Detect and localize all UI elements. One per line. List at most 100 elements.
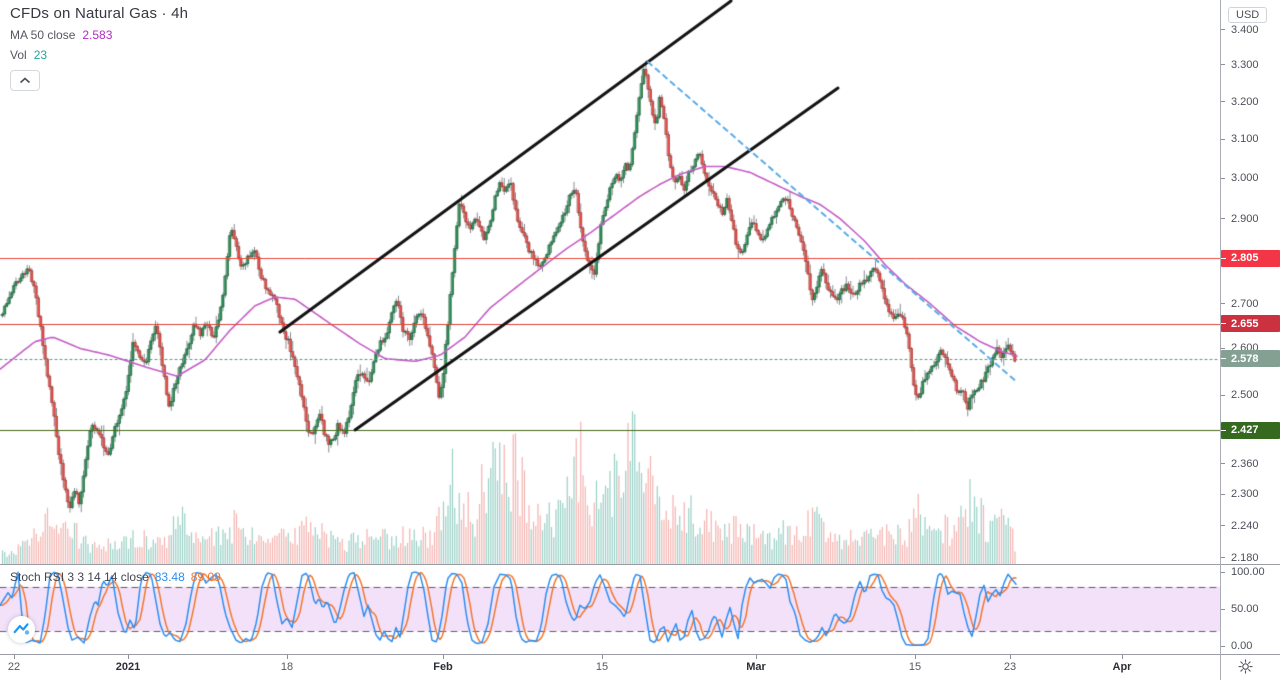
tick-label: 2.900 — [1231, 212, 1259, 225]
price-level-label: 2.427 — [1221, 421, 1280, 439]
price-axis[interactable]: USD 3.400 3.300 3.200 3.100 3.000 2.900 2.700 2… — [1220, 0, 1280, 654]
tick-mark — [1220, 177, 1225, 179]
time-tick-label: 15 — [595, 661, 609, 673]
tick-label: 2.700 — [1231, 297, 1259, 310]
price-tick: 2.900 — [1220, 213, 1280, 225]
tick-mark — [1220, 608, 1225, 610]
time-tick-mark — [128, 655, 129, 659]
time-tick-mark — [1122, 655, 1123, 659]
time-axis-separator — [0, 654, 1280, 655]
price-tick: 2.700 — [1220, 298, 1280, 310]
stoch-rsi-legend[interactable]: Stoch RSI 3 3 14 14 close 83.48 89.09 — [10, 570, 227, 584]
time-tick-mark — [287, 655, 288, 659]
tick-mark — [1220, 303, 1225, 305]
stoch-tick: 50.00 — [1220, 603, 1280, 615]
tick-mark — [1220, 463, 1225, 465]
volume-legend-label: Vol — [10, 48, 27, 62]
chart-legend: CFDs on Natural Gas · 4h MA 50 close 2.58… — [10, 5, 188, 91]
price-tick: 3.000 — [1220, 172, 1280, 184]
collapse-legend-button[interactable] — [10, 70, 40, 91]
price-level-label: 2.578 — [1221, 350, 1280, 368]
time-tick-label: Apr — [1112, 661, 1132, 673]
ma-legend-value: 2.583 — [82, 28, 113, 42]
currency-badge[interactable]: USD — [1228, 7, 1268, 23]
tick-label: 3.300 — [1231, 58, 1259, 71]
price-tick: 3.200 — [1220, 96, 1280, 108]
time-tick-mark — [443, 655, 444, 659]
price-tick: 3.400 — [1220, 24, 1280, 36]
settings-gear-icon[interactable] — [1238, 659, 1254, 675]
time-tick-label: 2021 — [115, 661, 141, 673]
stoch-d-value: 89.09 — [190, 570, 221, 584]
time-axis[interactable]: 22 2021 18 Feb 15 Mar 15 23 Apr — [0, 655, 1220, 680]
tick-mark — [1220, 493, 1225, 495]
tick-mark — [1220, 525, 1225, 527]
tick-mark — [1220, 101, 1225, 103]
price-level-label: 2.805 — [1221, 249, 1280, 267]
tick-label: 2.240 — [1231, 519, 1259, 532]
price-tick: 3.300 — [1220, 59, 1280, 71]
tick-label: 50.00 — [1231, 603, 1259, 615]
time-tick-mark — [756, 655, 757, 659]
time-tick-label: 15 — [908, 661, 922, 673]
time-tick-mark — [1010, 655, 1011, 659]
tick-label: 2.180 — [1231, 551, 1259, 564]
pane-separator[interactable] — [0, 564, 1280, 565]
price-axis-separator — [1220, 0, 1221, 680]
ma-legend[interactable]: MA 50 close 2.583 — [10, 28, 188, 42]
volume-legend[interactable]: Vol 23 — [10, 48, 188, 62]
tick-label: 0.00 — [1231, 640, 1253, 652]
tradingview-logo-icon — [13, 623, 30, 635]
tick-label: 2.360 — [1231, 457, 1259, 470]
tick-mark — [1221, 323, 1226, 325]
tick-mark — [1220, 29, 1225, 30]
tick-mark — [1220, 645, 1225, 647]
price-level-label: 2.655 — [1221, 315, 1280, 333]
tick-mark — [1220, 557, 1225, 559]
tick-mark — [1221, 358, 1226, 360]
tick-mark — [1221, 257, 1226, 259]
time-tick-label: 18 — [280, 661, 294, 673]
time-tick-label: 23 — [1003, 661, 1017, 673]
price-tick: 2.180 — [1220, 552, 1280, 564]
price-tick: 2.500 — [1220, 389, 1280, 401]
tick-label: 3.400 — [1231, 23, 1259, 36]
tick-label: 3.100 — [1231, 133, 1259, 146]
tick-label: 3.000 — [1231, 172, 1259, 185]
tick-mark — [1220, 64, 1225, 66]
stoch-rsi-legend-label: Stoch RSI 3 3 14 14 close — [10, 570, 149, 584]
price-tick: 2.240 — [1220, 520, 1280, 532]
tradingview-logo[interactable] — [8, 616, 35, 643]
tick-mark — [1220, 138, 1225, 140]
price-tick: 2.360 — [1220, 458, 1280, 470]
time-tick-mark — [915, 655, 916, 659]
tick-label: 3.200 — [1231, 95, 1259, 108]
tick-mark — [1220, 394, 1225, 396]
price-level-value: 2.578 — [1231, 352, 1259, 365]
tick-label: 100.00 — [1231, 566, 1265, 578]
time-tick-mark — [14, 655, 15, 659]
tick-mark — [1221, 429, 1226, 431]
tick-mark — [1220, 218, 1225, 220]
tick-mark — [1220, 571, 1225, 573]
tick-label: 2.500 — [1231, 389, 1259, 402]
chevron-up-icon — [19, 77, 31, 84]
stoch-k-value: 83.48 — [154, 570, 185, 584]
stoch-tick: 0.00 — [1220, 640, 1280, 652]
price-tick: 3.100 — [1220, 133, 1280, 145]
tick-mark — [1220, 347, 1225, 349]
price-tick: 2.300 — [1220, 488, 1280, 500]
volume-legend-value: 23 — [33, 48, 48, 62]
ma-legend-label: MA 50 close — [10, 28, 76, 42]
symbol-title[interactable]: CFDs on Natural Gas · 4h — [10, 5, 189, 22]
price-level-value: 2.427 — [1231, 424, 1259, 437]
price-level-value: 2.655 — [1231, 317, 1259, 330]
price-level-value: 2.805 — [1231, 252, 1259, 265]
tick-label: 2.300 — [1231, 488, 1259, 501]
time-tick-label: 22 — [7, 661, 21, 673]
time-tick-label: Mar — [746, 661, 766, 673]
stoch-tick: 100.00 — [1220, 566, 1280, 578]
time-tick-label: Feb — [433, 661, 453, 673]
